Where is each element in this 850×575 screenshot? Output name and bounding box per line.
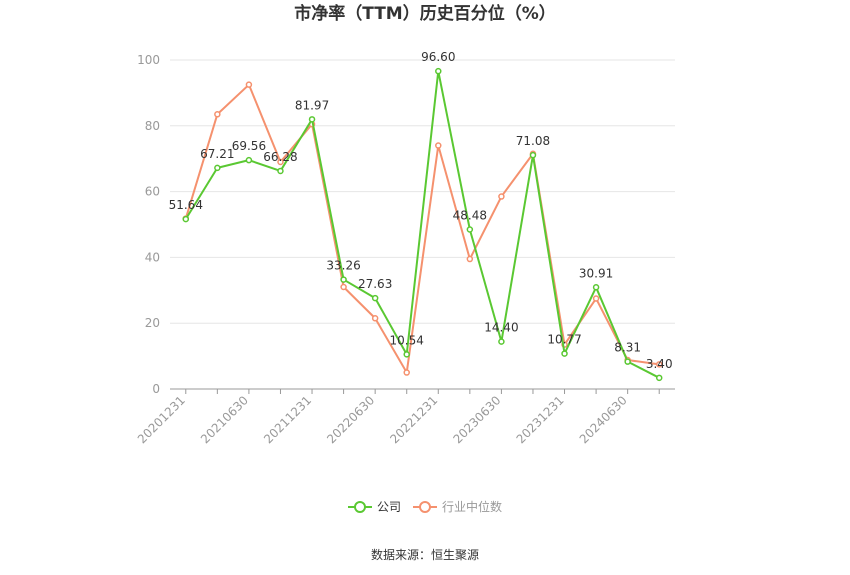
x-tick-label: 20230630 (450, 393, 503, 446)
data-label: 51.64 (169, 198, 203, 212)
data-label: 8.31 (614, 341, 641, 355)
data-source: 数据来源：恒生聚源 (371, 547, 479, 562)
data-point[interactable] (245, 81, 253, 88)
data-point[interactable] (498, 193, 505, 200)
data-point[interactable] (655, 361, 663, 368)
data-point[interactable] (466, 255, 474, 263)
data-label: 30.91 (579, 266, 613, 280)
chart-title: 市净率（TTM）历史百分位（%） (294, 3, 556, 24)
data-point[interactable] (245, 156, 253, 164)
data-point[interactable] (498, 338, 505, 345)
series-line-1 (184, 83, 660, 374)
data-point[interactable] (403, 369, 410, 376)
data-label: 66.28 (263, 150, 297, 164)
data-label: 81.97 (295, 98, 329, 112)
y-tick-label: 60 (145, 185, 160, 199)
data-label: 14.40 (484, 321, 518, 335)
data-point[interactable] (561, 350, 568, 357)
data-label: 33.26 (326, 259, 360, 273)
series-layer (182, 67, 663, 382)
y-tick-label: 40 (145, 250, 160, 264)
data-point[interactable] (655, 374, 663, 382)
x-tick-label: 20221231 (387, 393, 440, 446)
data-label: 69.56 (232, 139, 266, 153)
x-tick-label: 20211231 (261, 393, 314, 446)
data-point[interactable] (371, 315, 379, 322)
data-point[interactable] (592, 284, 600, 291)
grid (170, 59, 675, 324)
data-point[interactable] (214, 164, 221, 172)
data-point[interactable] (371, 294, 379, 302)
data-point[interactable] (277, 158, 284, 166)
data-label: 10.77 (547, 333, 581, 347)
y-tick-label: 100 (137, 53, 160, 67)
y-tick-label: 80 (145, 119, 160, 133)
x-tick-label: 20220630 (324, 393, 377, 446)
x-tick-label: 20210630 (198, 393, 251, 446)
data-point[interactable] (340, 276, 347, 283)
data-point[interactable] (214, 111, 221, 118)
data-label: 96.60 (421, 50, 455, 64)
data-point[interactable] (340, 283, 347, 291)
data-label: 71.08 (516, 134, 550, 148)
data-point[interactable] (435, 67, 442, 75)
data-label: 48.48 (453, 209, 487, 223)
x-axis: 20201231 20210630 20211231 20220630 20221231… (135, 388, 675, 446)
legend: 公司 行业中位数 (348, 499, 502, 514)
legend-item-industry-median[interactable]: 行业中位数 (413, 499, 502, 514)
data-point[interactable] (277, 167, 284, 175)
data-label: 10.54 (390, 333, 424, 347)
data-point[interactable] (403, 351, 410, 358)
data-label: 67.21 (200, 147, 234, 161)
data-point[interactable] (592, 295, 600, 302)
x-tick-label: 20201231 (135, 393, 188, 446)
x-tick-label: 20240630 (577, 393, 630, 446)
data-point[interactable] (529, 151, 537, 159)
legend-item-company[interactable]: 公司 (348, 500, 401, 514)
data-point[interactable] (435, 142, 442, 149)
legend-label-company: 公司 (377, 500, 401, 514)
series-line-0 (184, 70, 660, 379)
y-tick-label: 20 (145, 316, 160, 330)
legend-label-industry-median: 行业中位数 (442, 499, 502, 514)
data-point[interactable] (624, 358, 631, 365)
data-label: 27.63 (358, 277, 392, 291)
data-point[interactable] (182, 215, 190, 223)
y-tick-label: 0 (152, 382, 160, 396)
data-point[interactable] (466, 226, 474, 233)
y-axis: 0 20 40 60 80 100 (137, 53, 160, 396)
x-tick-label: 20231231 (514, 393, 567, 446)
data-label: 3.40 (646, 357, 673, 371)
data-point[interactable] (308, 116, 316, 123)
